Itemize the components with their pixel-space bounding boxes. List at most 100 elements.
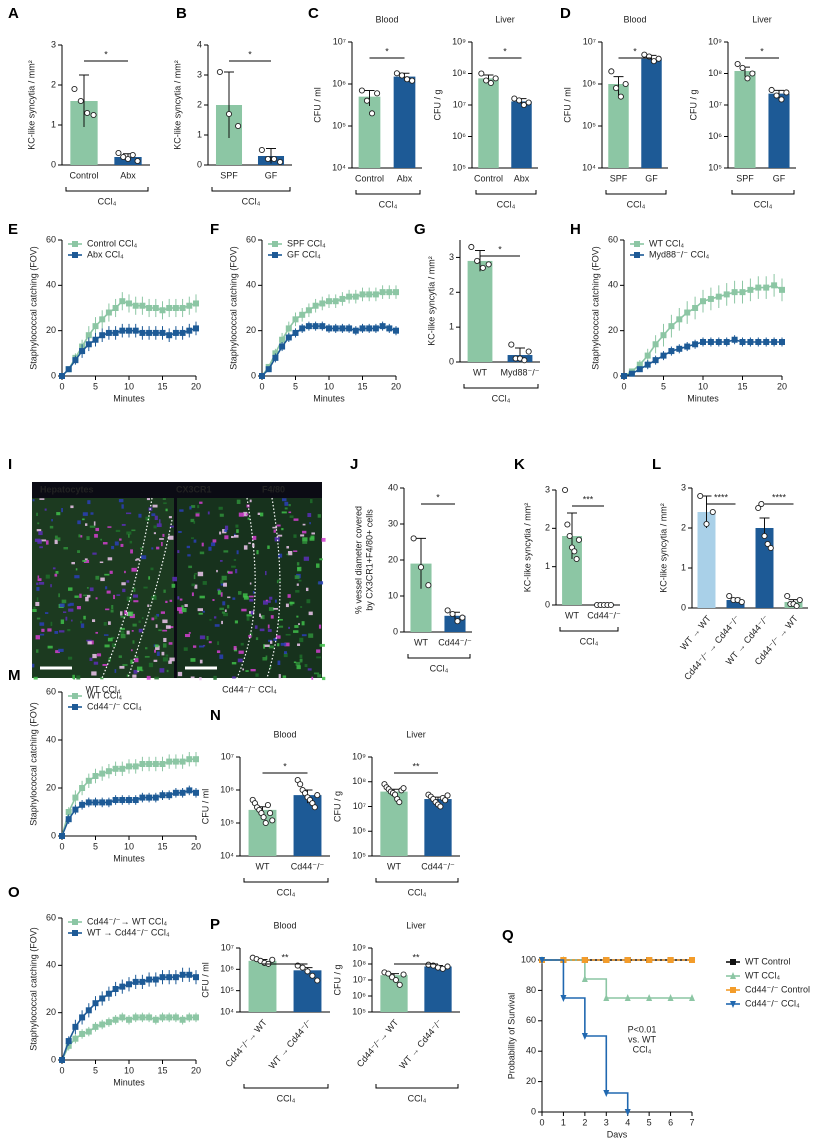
marker [386,325,393,332]
data-point [264,801,271,809]
bar [467,260,493,362]
speckle [163,637,167,643]
speckle [124,610,127,615]
marker [667,957,674,963]
y-tick-label: 10⁸ [352,776,366,786]
speckle [198,612,203,615]
speckle [241,608,247,612]
y-tick-label: 10⁸ [708,68,722,78]
significance-label: * [248,49,252,59]
bar [358,96,381,168]
speckle [165,654,169,657]
x-tick-label: 0 [621,381,626,391]
marker [359,325,366,332]
marker [85,1007,92,1014]
marker [319,300,326,307]
legend-label: Cd44⁻/⁻ CCl₄ [745,998,800,1008]
speckle [309,522,311,525]
data-point [520,101,527,109]
marker [684,343,691,350]
data-point [129,151,136,159]
speckle [206,635,209,641]
data-point [439,965,446,972]
speckle [274,537,280,542]
speckle [71,561,75,565]
marker [676,316,683,323]
x-tick-label: 10 [324,381,334,391]
speckle [108,621,111,625]
significance-label: **** [772,492,787,502]
significance-label: * [633,46,637,56]
speckle [319,558,323,561]
speckle [126,596,132,601]
x-tick-label: Cd44⁻/⁻ [438,637,472,647]
speckle [219,513,224,517]
speckle [181,608,187,613]
speckle [194,572,198,575]
speckle [89,657,93,662]
speckle [267,624,270,629]
y-tick-label: 10⁷ [221,942,234,952]
speckle [190,658,196,662]
y-tick-label: 0 [613,370,618,380]
vessel-border [101,497,153,679]
bar [608,84,629,168]
chart-title: Liver [495,14,515,24]
speckle [161,541,163,547]
speckle [276,524,281,527]
marker [193,756,199,763]
speckle [153,532,156,535]
data-point [449,610,456,618]
group-bracket [65,187,149,192]
data-point [225,110,233,118]
data-point [738,598,745,606]
marker [186,302,193,309]
speckle [83,615,86,620]
marker [85,799,92,806]
speckle [93,521,96,526]
speckle [110,609,114,613]
x-tick-label: 10 [124,841,134,851]
y-axis-label: % vessel diameter covered [353,506,363,614]
y-axis-label: Staphylococcal catching (FOV) [590,246,600,370]
speckle [156,546,160,550]
speckle [54,539,58,545]
marker [99,995,106,1002]
significance-label: **** [714,492,729,502]
marker [259,373,265,379]
speckle [197,571,204,577]
y-tick-label: 10⁸ [452,68,466,78]
marker [359,291,366,298]
y-tick-label: 1 [545,561,550,571]
marker [126,1016,132,1023]
speckle [94,533,98,538]
y-axis-label: Probability of Survival [506,993,516,1080]
marker [332,298,339,305]
speckle [306,599,311,604]
data-point [650,58,657,65]
speckle [162,629,168,632]
marker [339,295,346,302]
significance-label: *** [583,494,594,504]
speckle [144,655,150,658]
data-point [783,89,790,96]
data-point [77,97,84,105]
marker [193,789,199,796]
group-label: CCl₄ [430,663,449,673]
speckle [273,638,278,641]
speckle [276,580,279,584]
data-point [444,792,451,799]
marker [319,323,326,330]
speckle [40,539,47,542]
speckle [214,624,220,627]
speckle [162,643,167,648]
speckle [151,617,155,621]
speckle [224,529,228,532]
speckle [256,550,259,555]
speckle [38,581,45,585]
data-point [487,79,494,87]
y-tick-label: 10⁴ [220,850,234,860]
y-tick-label: 0 [449,356,454,366]
speckle [95,597,98,600]
speckle [132,640,135,644]
